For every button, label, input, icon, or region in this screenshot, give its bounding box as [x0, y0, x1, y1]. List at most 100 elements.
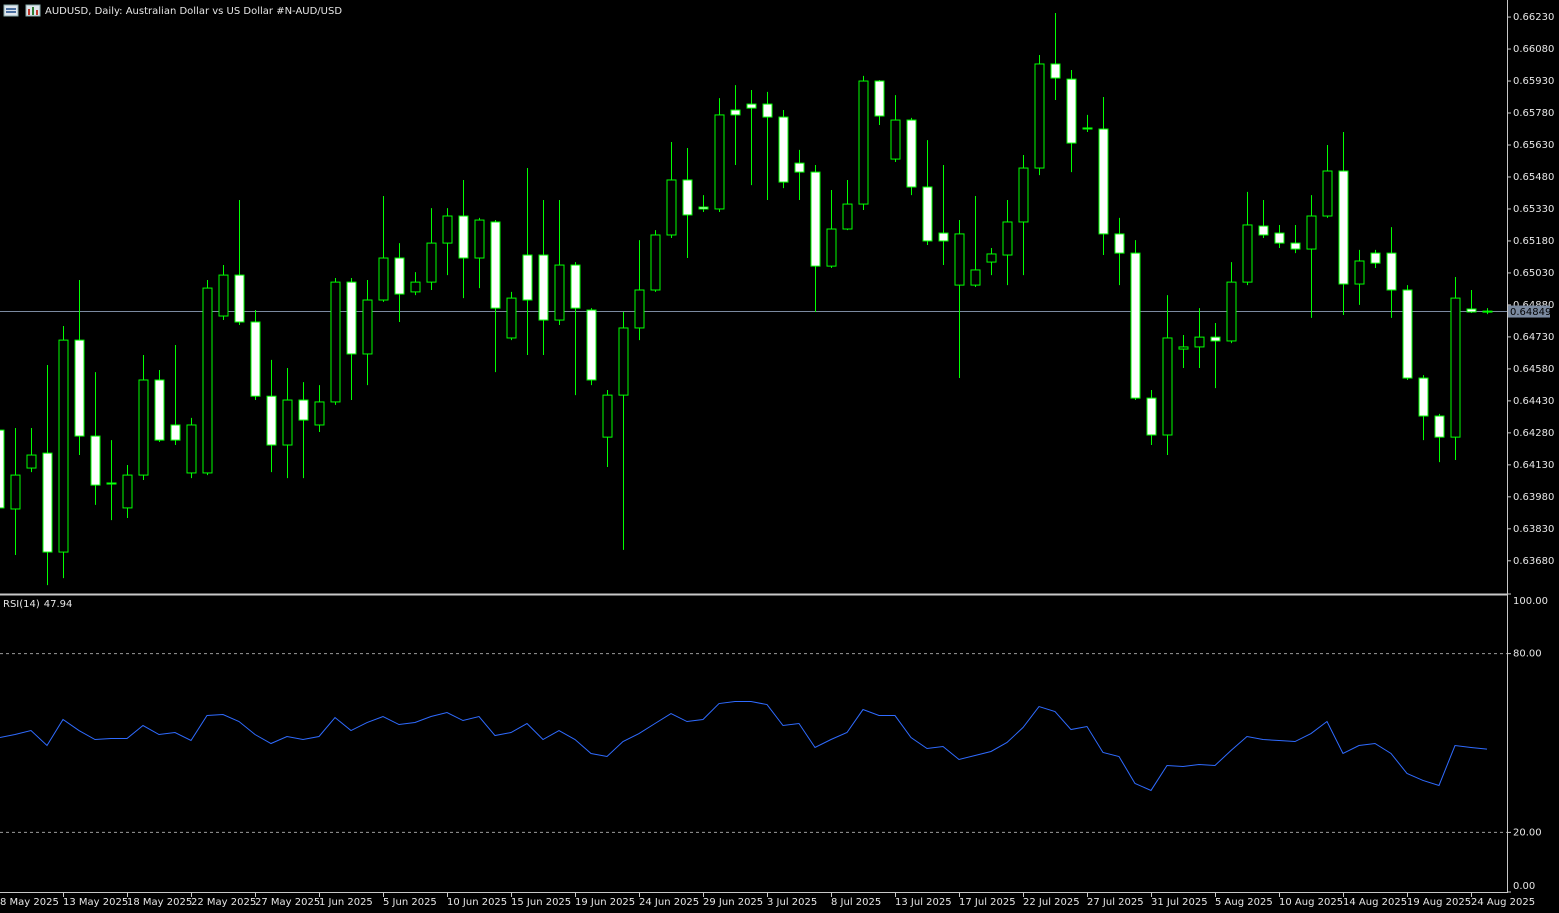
- candle-body: [730, 109, 741, 116]
- candle-body: [1322, 170, 1333, 217]
- candle-body: [746, 103, 757, 109]
- candle-body: [1098, 128, 1109, 235]
- candle-body: [634, 289, 645, 329]
- candle-body: [10, 474, 21, 510]
- x-tick-label: 5 Aug 2025: [1215, 897, 1273, 908]
- candle-body: [954, 233, 965, 286]
- x-tick-label: 1 Jun 2025: [319, 897, 373, 908]
- x-tick-label: 15 Jun 2025: [511, 897, 571, 908]
- y-tick-label: 0.64430: [1513, 396, 1554, 407]
- candle-body: [1162, 337, 1173, 436]
- y-tick-label: 0.63830: [1513, 524, 1554, 535]
- candle-body: [282, 399, 293, 446]
- y-tick-label: 0.65480: [1513, 172, 1554, 183]
- rsi-line: [0, 701, 1488, 792]
- candle-body: [794, 162, 805, 173]
- candle-body: [330, 281, 341, 403]
- x-tick-label: 22 Jul 2025: [1023, 897, 1080, 908]
- candle-body: [1402, 289, 1413, 379]
- candle-body: [506, 297, 517, 339]
- candle-body: [970, 269, 981, 286]
- y-tick-label: 0.65030: [1513, 268, 1554, 279]
- candle-body: [1450, 297, 1461, 438]
- candle-body: [1418, 377, 1429, 417]
- chart-title: AUDUSD, Daily: Australian Dollar vs US D…: [45, 6, 342, 17]
- candle-body: [378, 257, 389, 301]
- icon: [28, 9, 30, 15]
- candle-body: [1434, 415, 1445, 438]
- candle-body: [1338, 170, 1349, 285]
- candle-body: [810, 171, 821, 267]
- x-tick-label: 24 Aug 2025: [1471, 897, 1535, 908]
- candle-body: [1290, 242, 1301, 250]
- symbol-icons: [3, 4, 41, 17]
- candle-body: [218, 274, 229, 317]
- candle-body: [1050, 63, 1061, 79]
- candle-body: [570, 264, 581, 309]
- candle-body: [58, 339, 69, 553]
- candle-body: [1178, 346, 1189, 350]
- candle-body: [106, 482, 117, 485]
- y-tick-label: 0.64730: [1513, 332, 1554, 343]
- candle-body: [138, 379, 149, 476]
- y-tick-label: 0.66230: [1513, 12, 1554, 23]
- x-tick-label: 31 Jul 2025: [1151, 897, 1208, 908]
- candle-body: [874, 80, 885, 117]
- x-tick-label: 10 Jun 2025: [447, 897, 507, 908]
- x-tick-label: 24 Jun 2025: [639, 897, 699, 908]
- candle-body: [986, 253, 997, 263]
- y-tick-label: 0.63980: [1513, 492, 1554, 503]
- candle-body: [314, 401, 325, 426]
- candle-body: [1082, 127, 1093, 130]
- candle-body: [762, 103, 773, 118]
- candle-body: [250, 321, 261, 397]
- candle-body: [698, 206, 709, 210]
- candle-body: [458, 215, 469, 259]
- candle-body: [1002, 221, 1013, 256]
- candle-body: [714, 114, 725, 210]
- candle-body: [346, 281, 357, 355]
- x-tick-label: 8 May 2025: [0, 897, 59, 908]
- x-tick-label: 19 Jun 2025: [575, 897, 635, 908]
- candle-body: [1306, 215, 1317, 250]
- candle-body: [170, 424, 181, 441]
- candle-body: [90, 435, 101, 486]
- candle-body: [394, 257, 405, 295]
- candle-body: [890, 119, 901, 160]
- candle-body: [650, 234, 661, 291]
- candle-body: [0, 429, 5, 509]
- icon: [3, 4, 19, 17]
- x-tick-label: 14 Aug 2025: [1343, 897, 1407, 908]
- candle-body: [1018, 167, 1029, 223]
- y-tick-label: 20.00: [1513, 827, 1542, 838]
- candle-body: [1258, 225, 1269, 236]
- y-tick-label: 0.64130: [1513, 460, 1554, 471]
- candle-body: [1114, 233, 1125, 254]
- icon: [6, 11, 16, 13]
- candle-body: [1210, 336, 1221, 342]
- candle-body: [266, 395, 277, 446]
- candle-body: [1274, 232, 1285, 244]
- y-tick-label: 0.65330: [1513, 204, 1554, 215]
- candle-body: [1194, 336, 1205, 348]
- y-tick-label: 0.63680: [1513, 556, 1554, 567]
- y-tick-label: 0.65780: [1513, 108, 1554, 119]
- candle-body: [1146, 397, 1157, 436]
- y-tick-label: 80.00: [1513, 649, 1542, 660]
- candle-body: [362, 299, 373, 355]
- indicator-value: 47.94: [44, 599, 73, 610]
- candle-body: [186, 424, 197, 474]
- x-tick-label: 18 May 2025: [127, 897, 192, 908]
- y-tick-label: 0.66080: [1513, 44, 1554, 55]
- candle-body: [554, 264, 565, 321]
- candle-body: [1130, 252, 1141, 399]
- x-tick-label: 13 May 2025: [63, 897, 128, 908]
- candle-body: [1034, 63, 1045, 169]
- candle-body: [154, 379, 165, 441]
- y-tick-label: 0.00: [1513, 881, 1535, 892]
- x-tick-label: 29 Jun 2025: [703, 897, 763, 908]
- candle-body: [1386, 252, 1397, 291]
- candle-body: [42, 452, 53, 553]
- candle-body: [1354, 260, 1365, 285]
